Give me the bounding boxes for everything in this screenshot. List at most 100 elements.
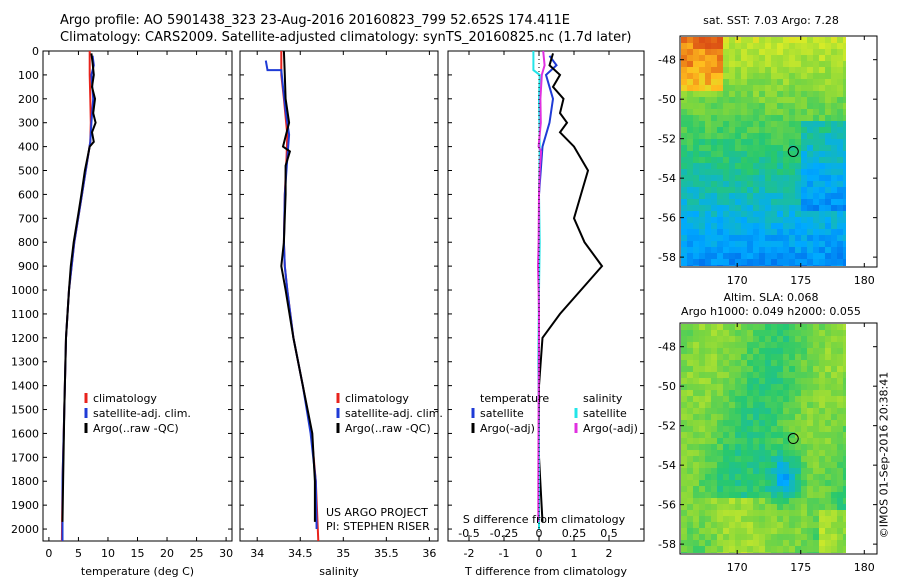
map-cell xyxy=(729,420,735,426)
map-cell xyxy=(777,498,783,504)
map-cell xyxy=(765,169,771,175)
map-cell xyxy=(813,348,819,354)
map-cell xyxy=(711,486,717,492)
map-cell xyxy=(723,456,729,462)
map-cell xyxy=(729,522,735,528)
map-cell xyxy=(711,127,717,133)
map-cell xyxy=(759,145,765,151)
map-cell xyxy=(777,133,783,139)
map-cell xyxy=(717,462,723,468)
map-cell xyxy=(705,145,711,151)
map-cell xyxy=(693,79,699,85)
legend-label: Argo(..raw -QC) xyxy=(93,422,179,435)
map-cell xyxy=(777,211,783,217)
map-cell xyxy=(807,342,813,348)
map-cell xyxy=(729,55,735,61)
map-cell xyxy=(801,462,807,468)
map-cell xyxy=(711,330,717,336)
map-cell xyxy=(747,127,753,133)
map-cell xyxy=(741,378,747,384)
temperature-x-tick-label: 5 xyxy=(75,547,82,560)
map-cell xyxy=(801,492,807,498)
map-cell xyxy=(753,73,759,79)
map-cell xyxy=(777,265,783,266)
map-cell xyxy=(813,456,819,462)
map-cell xyxy=(717,384,723,390)
map-cell xyxy=(801,103,807,109)
map-cell xyxy=(735,91,741,97)
map-cell xyxy=(717,498,723,504)
map-cell xyxy=(681,510,687,516)
map-cell xyxy=(747,37,753,43)
map-cell xyxy=(753,139,759,145)
map-cell xyxy=(777,534,783,540)
map-cell xyxy=(801,324,807,330)
map-cell xyxy=(735,384,741,390)
map-cell xyxy=(729,324,735,330)
map-cell xyxy=(831,115,837,121)
map-cell xyxy=(759,522,765,528)
map-cell xyxy=(807,384,813,390)
map-cell xyxy=(783,181,789,187)
map-cell xyxy=(843,211,846,217)
map-cell xyxy=(777,426,783,432)
map-cell xyxy=(783,540,789,546)
map-cell xyxy=(819,468,825,474)
map-cell xyxy=(831,205,837,211)
depth-tick-label: 700 xyxy=(18,212,39,225)
map-cell xyxy=(807,169,813,175)
map-cell xyxy=(735,396,741,402)
map-cell xyxy=(735,552,741,553)
map-cell xyxy=(783,73,789,79)
map-cell xyxy=(741,552,747,553)
map-cell xyxy=(759,181,765,187)
salinity-x-tick-label: 36 xyxy=(422,547,436,560)
map-cell xyxy=(729,253,735,259)
map-cell xyxy=(747,229,753,235)
map-cell xyxy=(681,109,687,115)
map-cell xyxy=(753,193,759,199)
map-cell xyxy=(711,199,717,205)
map-cell xyxy=(807,91,813,97)
map-cell xyxy=(831,504,837,510)
map-cell xyxy=(735,67,741,73)
map-cell xyxy=(723,193,729,199)
map-cell xyxy=(825,187,831,193)
map-cell xyxy=(771,498,777,504)
map-cell xyxy=(795,348,801,354)
map-cell xyxy=(813,414,819,420)
map-cell xyxy=(807,133,813,139)
map-cell xyxy=(765,372,771,378)
map-cell xyxy=(825,468,831,474)
map-cell xyxy=(789,37,795,43)
map-cell xyxy=(729,133,735,139)
map-cell xyxy=(681,121,687,127)
map-cell xyxy=(723,253,729,259)
map-cell xyxy=(789,253,795,259)
map-cell xyxy=(777,85,783,91)
map-cell xyxy=(753,444,759,450)
map-cell xyxy=(819,43,825,49)
map-cell xyxy=(759,534,765,540)
map-cell xyxy=(819,85,825,91)
map-cell xyxy=(693,378,699,384)
map-cell xyxy=(693,366,699,372)
map-cell xyxy=(777,37,783,43)
map-cell xyxy=(681,450,687,456)
map-cell xyxy=(729,348,735,354)
map-cell xyxy=(783,426,789,432)
map-cell xyxy=(819,438,825,444)
map-cell xyxy=(699,396,705,402)
map-cell xyxy=(807,360,813,366)
map-cell xyxy=(837,402,843,408)
map-cell xyxy=(831,73,837,79)
map-cell xyxy=(813,85,819,91)
map-cell xyxy=(759,516,765,522)
map-cell xyxy=(789,462,795,468)
map-cell xyxy=(699,151,705,157)
map-cell xyxy=(825,390,831,396)
map-cell xyxy=(783,61,789,67)
map-cell xyxy=(747,139,753,145)
map-cell xyxy=(783,265,789,266)
map-cell xyxy=(687,462,693,468)
